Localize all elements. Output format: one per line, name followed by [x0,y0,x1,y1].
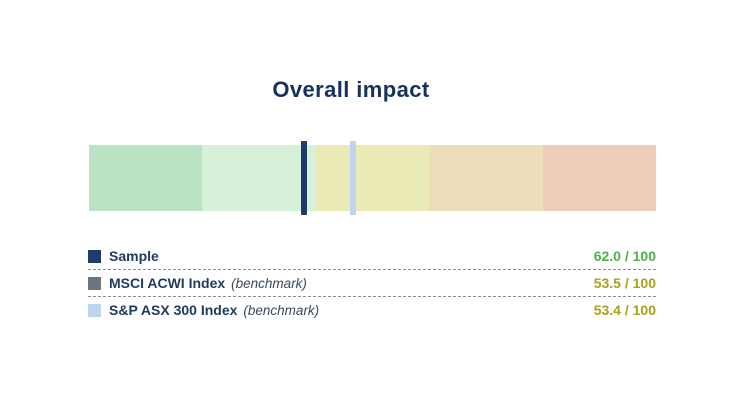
msci-acwi-benchmark-note: (benchmark) [231,275,307,291]
sp-asx-300-swatch [88,303,101,317]
legend-row-msci-acwi: MSCI ACWI Index (benchmark) 53.5 / 100 [88,270,656,297]
gauge-band-best [89,145,203,211]
gauge-band-mid [315,145,430,211]
msci-acwi-swatch [88,276,101,290]
legend-row-sp-asx-300: S&P ASX 300 Index (benchmark) 53.4 / 100 [88,297,656,323]
gauge-band-good [202,145,316,211]
gauge-band-worst [542,145,657,211]
sp-asx-300-label: S&P ASX 300 Index [109,302,238,318]
msci-acwi-label: MSCI ACWI Index [109,275,226,291]
sample-score-marker [301,141,308,215]
sample-score-value: 62.0 / 100 [593,248,656,264]
sp-asx-300-benchmark-marker [350,141,357,215]
sp-asx-300-score-value: 53.4 / 100 [593,302,656,318]
impact-gauge-bar [89,141,657,215]
chart-title: Overall impact [272,77,430,102]
msci-acwi-score-value: 53.5 / 100 [593,275,656,291]
gauge-color-bands [89,145,657,211]
sample-swatch [88,249,101,263]
score-legend: Sample 62.0 / 100 MSCI ACWI Index (bench… [88,243,656,323]
sample-label: Sample [109,248,159,264]
legend-row-sample: Sample 62.0 / 100 [88,243,656,270]
gauge-band-low [429,145,543,211]
sp-asx-300-benchmark-note: (benchmark) [243,302,320,318]
